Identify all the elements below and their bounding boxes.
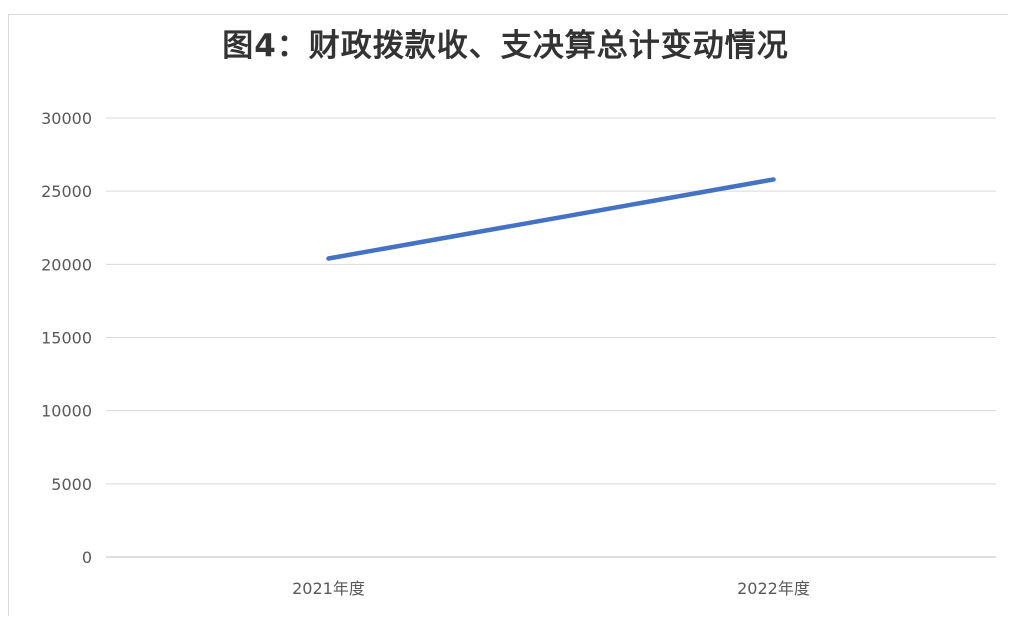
y-tick-label: 25000 [41, 182, 92, 201]
y-tick-label: 5000 [51, 475, 92, 494]
x-tick-label: 2021年度 [292, 579, 365, 598]
y-axis-ticks: 0 5000 10000 15000 20000 25000 30000 [41, 109, 92, 567]
y-tick-label: 10000 [41, 402, 92, 421]
x-tick-label: 2022年度 [737, 579, 810, 598]
series-line [326, 177, 776, 261]
y-tick-label: 15000 [41, 329, 92, 348]
series-layer [326, 177, 776, 261]
chart-title: 图4：财政拨款收、支决算总计变动情况 [222, 28, 789, 64]
x-axis-ticks: 2021年度 2022年度 [292, 579, 810, 598]
gridlines [106, 117, 996, 558]
y-tick-label: 30000 [41, 109, 92, 128]
chart-frame [8, 14, 1008, 616]
y-tick-label: 0 [82, 548, 92, 567]
y-tick-label: 20000 [41, 255, 92, 274]
